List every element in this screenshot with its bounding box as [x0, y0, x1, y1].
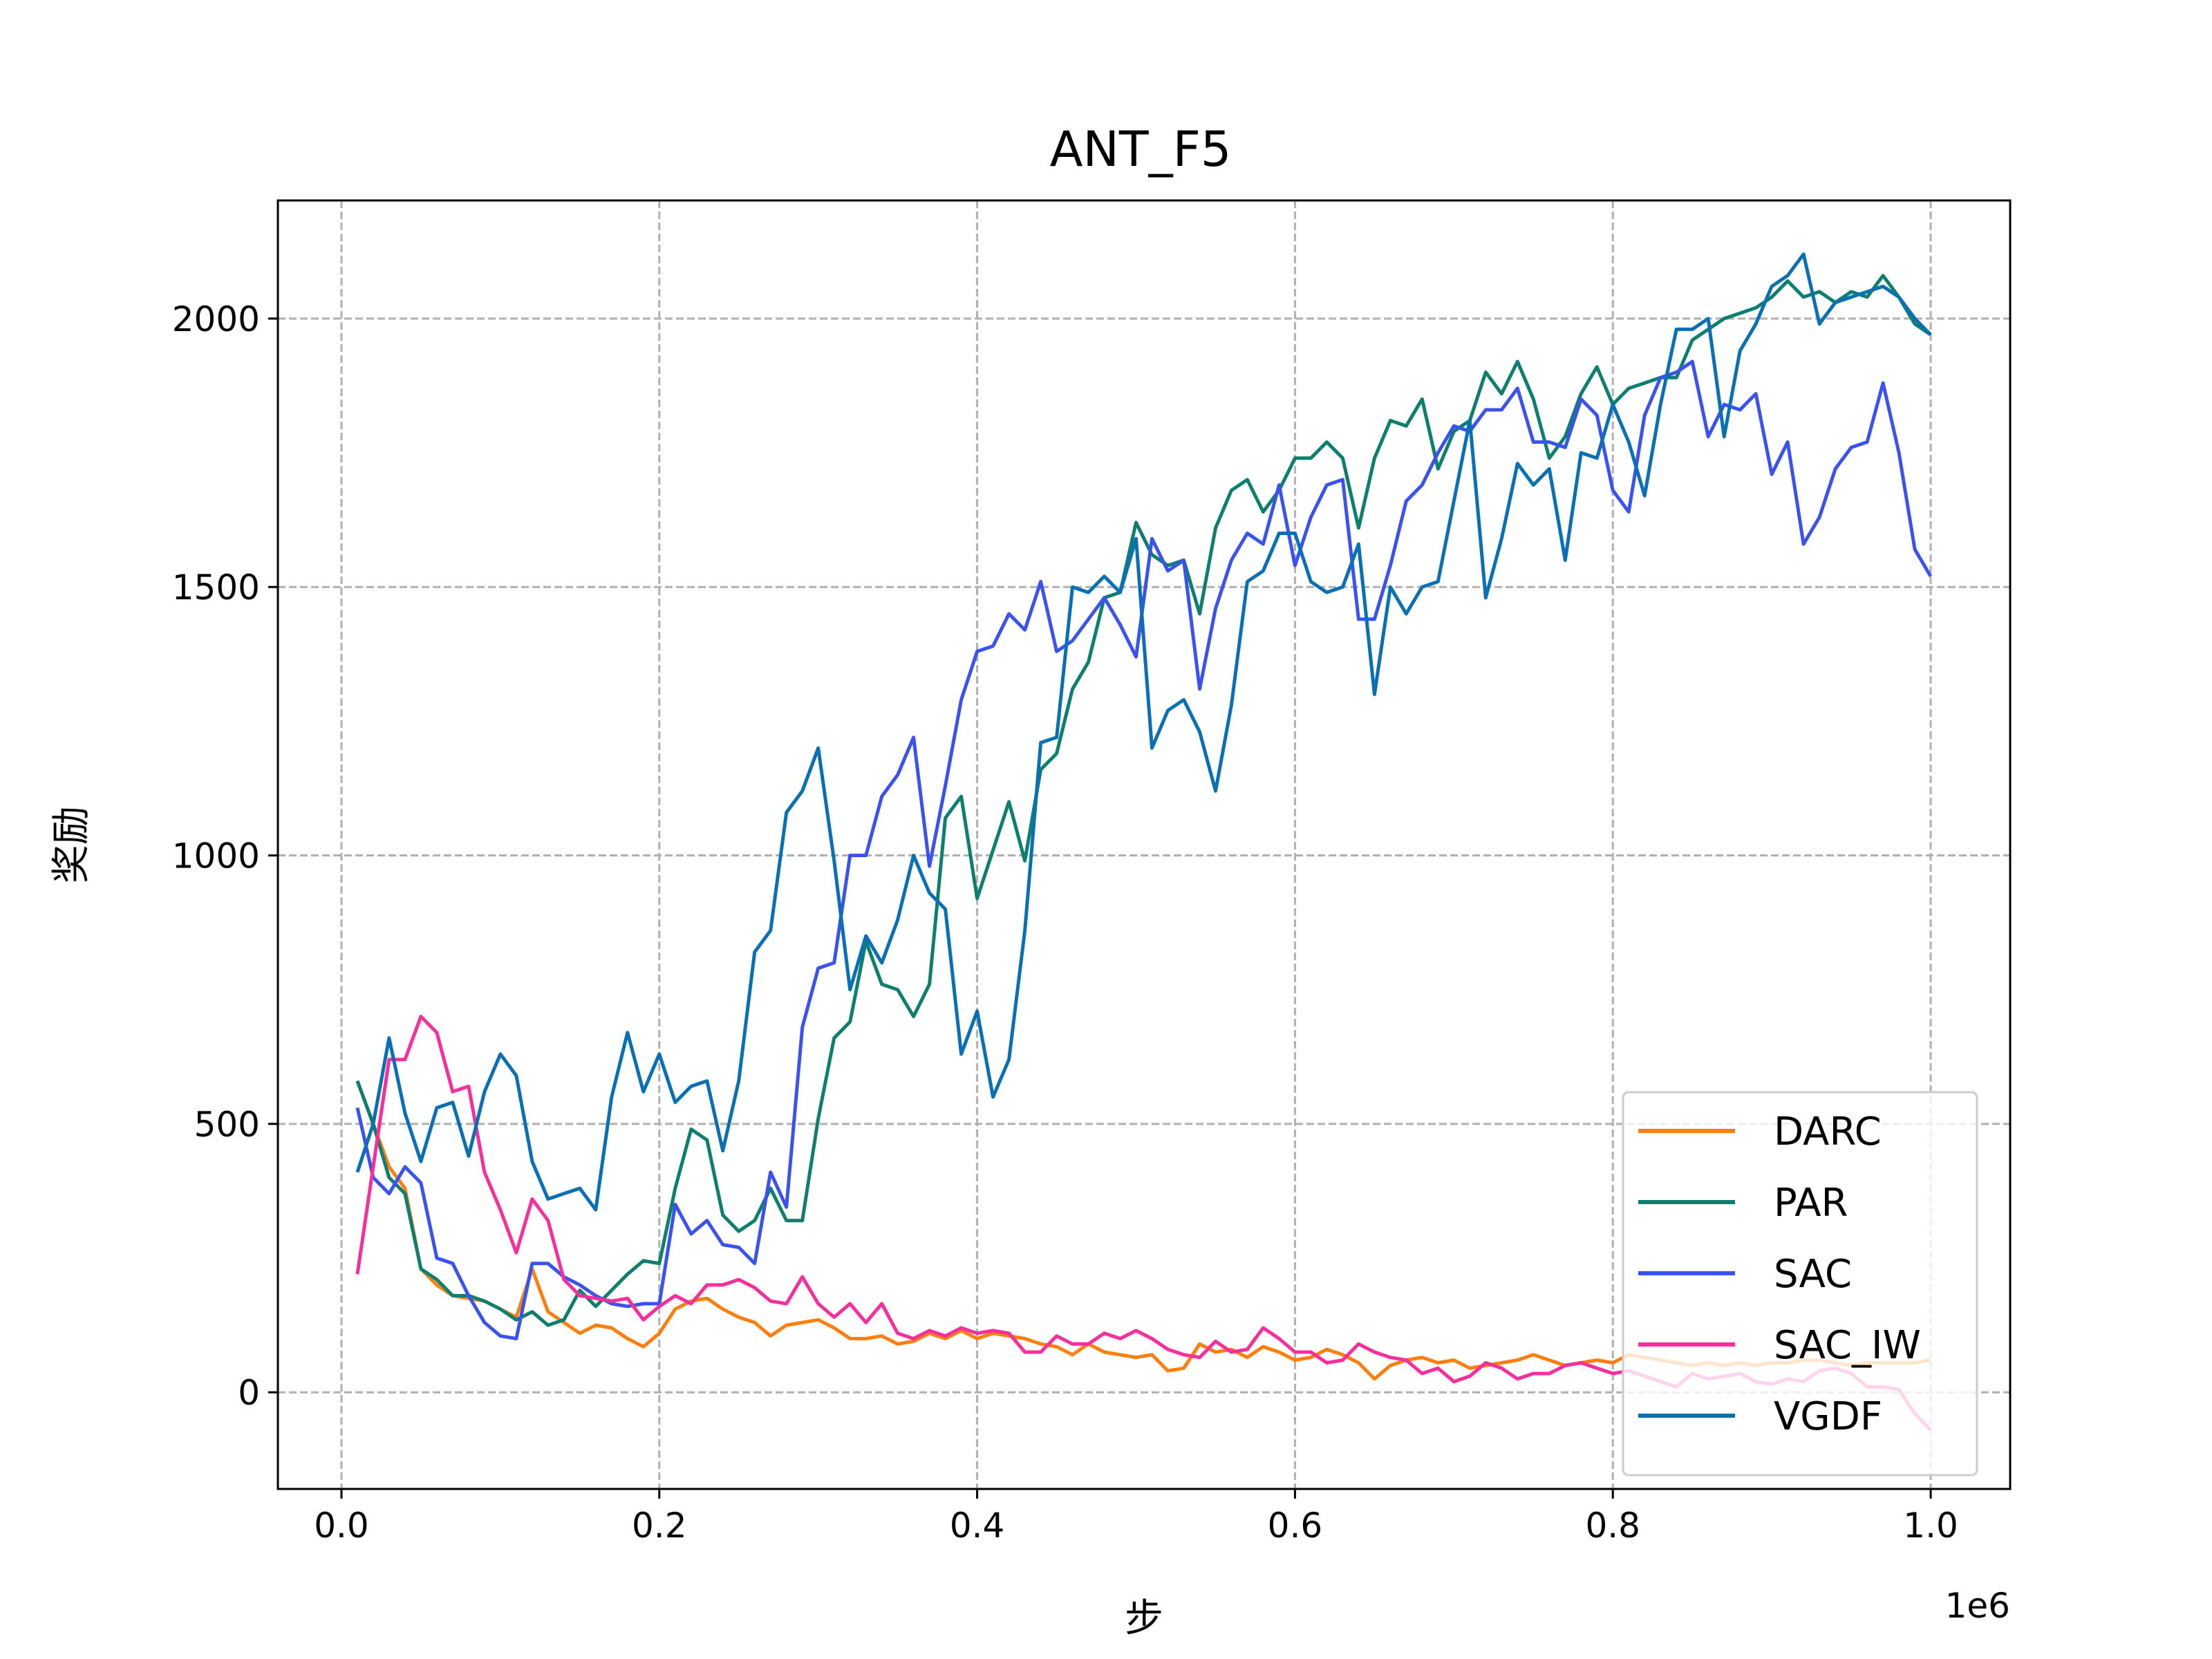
legend-label: SAC — [1774, 1252, 1852, 1297]
series-line-vgdf — [355, 252, 1932, 1212]
plot-frame — [276, 199, 2012, 1490]
x-tick-label: 0.0 — [314, 1506, 369, 1546]
legend-label: PAR — [1774, 1181, 1848, 1226]
legend-label: VGDF — [1774, 1394, 1882, 1439]
x-tick-label: 0.8 — [1585, 1506, 1640, 1546]
y-tick-label: 2000 — [172, 299, 260, 339]
legend-label: DARC — [1774, 1109, 1882, 1154]
legend-label: SAC_IW — [1774, 1323, 1921, 1368]
chart-title: ANT_F5 — [1050, 121, 1232, 178]
series-line-par — [355, 274, 1932, 1327]
axis-ticks: 0.0 0.2 0.4 0.6 0.8 1.0 0 500 1000 1500 2000 — [172, 299, 1958, 1546]
legend-box — [1622, 1091, 1978, 1477]
x-tick-label: 1.0 — [1903, 1506, 1958, 1546]
y-tick-label: 1000 — [172, 836, 260, 877]
x-tick-label: 0.6 — [1268, 1506, 1323, 1546]
y-tick-label: 0 — [238, 1373, 260, 1413]
legend: DARC PAR SAC SAC_IW VGDF — [1622, 1091, 1978, 1477]
y-axis-label: 奖励 — [49, 806, 94, 883]
x-tick-label: 0.4 — [950, 1506, 1005, 1546]
x-tick-label: 0.2 — [632, 1506, 687, 1546]
x-axis-label: 步 — [1125, 1596, 1163, 1641]
y-tick-label: 500 — [194, 1105, 260, 1145]
y-tick-label: 1500 — [172, 568, 260, 608]
x-offset-label: 1e6 — [1945, 1586, 2010, 1626]
